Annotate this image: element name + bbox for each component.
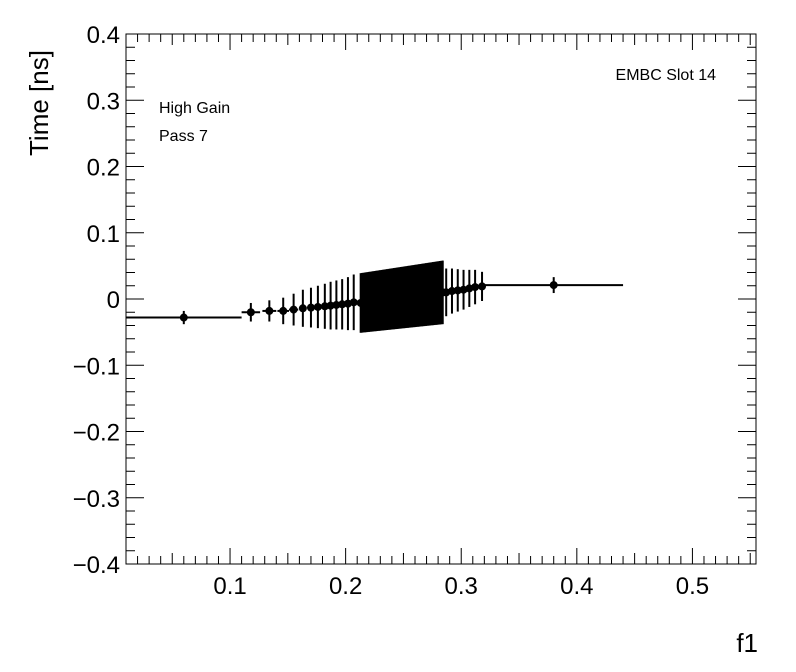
- data-point: [338, 279, 347, 330]
- y-tick-labels: −0.4 −0.3 −0.2 −0.1 0 0.1 0.2 0.3 0.4: [73, 22, 120, 579]
- data-point: [484, 277, 624, 294]
- data-point: [288, 293, 299, 326]
- x-tick-labels: 0.1 0.2 0.3 0.4 0.5: [213, 573, 709, 600]
- y-tick-label: −0.4: [73, 552, 120, 579]
- y-tick-label: −0.3: [73, 486, 120, 513]
- data-point: [478, 271, 487, 301]
- marker: [338, 300, 347, 309]
- marker: [320, 302, 329, 311]
- data-point: [438, 260, 447, 325]
- y-tick-label: 0.2: [87, 155, 120, 182]
- x-tick-label: 0.3: [445, 573, 478, 600]
- y-tick-label: 0: [107, 287, 120, 314]
- marker: [332, 300, 341, 309]
- data-point: [126, 310, 242, 325]
- data-point: [447, 268, 456, 314]
- marker: [478, 282, 487, 291]
- marker: [447, 287, 456, 296]
- marker: [326, 301, 335, 310]
- data-point: [241, 302, 261, 322]
- x-tick-label: 0.5: [676, 573, 709, 600]
- y-axis-title: Time [ns]: [24, 50, 54, 156]
- gain-annotation: High Gain: [159, 100, 230, 117]
- data-point: [313, 285, 322, 329]
- y-tick-label: −0.1: [73, 353, 120, 380]
- marker: [453, 286, 462, 295]
- marker: [289, 305, 298, 314]
- marker: [265, 306, 274, 315]
- y-tick-label: 0.3: [87, 88, 120, 115]
- marker: [471, 283, 480, 292]
- data-point: [320, 283, 329, 329]
- y-tick-label: −0.2: [73, 420, 120, 447]
- data-point: [306, 287, 315, 328]
- x-tick-label: 0.1: [213, 573, 246, 600]
- marker: [313, 302, 322, 311]
- marker: [306, 303, 315, 312]
- marker: [279, 306, 288, 315]
- data-point: [277, 297, 289, 325]
- data-series: [126, 260, 624, 333]
- x-tick-label: 0.2: [329, 573, 362, 600]
- marker: [549, 281, 558, 290]
- marker: [246, 308, 255, 317]
- y-tick-label: 0.4: [87, 22, 120, 49]
- slot-annotation: EMBC Slot 14: [616, 67, 717, 84]
- x-axis-title: f1: [736, 628, 758, 658]
- data-point: [453, 269, 462, 312]
- data-point: [471, 269, 480, 305]
- marker: [179, 313, 188, 322]
- marker: [349, 298, 358, 307]
- x-tick-label: 0.4: [560, 573, 593, 600]
- pass-annotation: Pass 7: [159, 128, 208, 145]
- data-point: [298, 289, 307, 327]
- marker: [438, 288, 447, 297]
- data-point: [262, 300, 277, 322]
- y-tick-label: 0.1: [87, 221, 120, 248]
- marker: [298, 304, 307, 313]
- axis-ticks: [125, 33, 756, 565]
- data-point: [349, 274, 358, 331]
- data-point: [326, 281, 335, 330]
- data-point: [332, 280, 341, 330]
